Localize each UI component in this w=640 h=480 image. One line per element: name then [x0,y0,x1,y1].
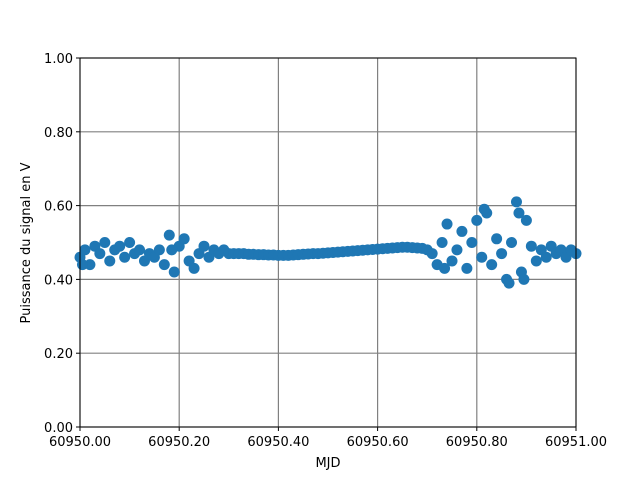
y-tick-label: 1.00 [44,52,73,67]
point [436,237,448,248]
x-tick-label: 60950.40 [247,435,309,450]
y-tick-label: 0.80 [44,126,73,141]
point [530,255,542,267]
y-tick-label: 0.20 [44,347,73,362]
y-tick-label: 0.60 [44,200,73,215]
y-tick-label: 0.00 [44,421,73,436]
x-tick-label: 60951.00 [545,435,607,450]
plot-frame [79,57,577,428]
point [168,266,180,278]
point [158,259,170,271]
point [491,233,503,245]
point [513,207,525,219]
point [478,203,490,215]
x-tick-label: 60950.20 [148,435,210,450]
y-tick-label: 0.40 [44,273,73,288]
point [134,244,146,256]
point [94,248,106,260]
point [461,262,473,274]
point [540,251,552,263]
point [525,240,537,252]
point [486,259,498,271]
point [178,233,190,245]
point [79,244,91,256]
x-tick-label: 60950.60 [347,435,409,450]
point [510,196,522,208]
point [456,225,468,237]
point [439,262,451,274]
point [466,237,478,248]
y-axis-label: Puissance du signal en V [19,162,34,323]
point [520,214,532,226]
point [76,259,88,271]
x-axis-label: MJD [315,456,340,471]
point [426,248,438,260]
point [451,244,463,256]
point [188,262,200,274]
point [446,255,458,267]
point [198,240,210,252]
point [114,240,126,252]
x-tick-label: 60950.00 [49,435,111,450]
point [166,244,178,256]
point [506,237,518,248]
point [441,218,453,230]
point [153,244,165,256]
point [99,237,111,248]
point [471,214,483,226]
point [496,248,508,260]
point [163,229,175,241]
point [104,255,116,267]
point [503,277,515,289]
point [124,237,136,248]
point [119,251,131,263]
point [518,273,530,285]
x-tick-label: 60950.80 [446,435,508,450]
point [476,251,488,263]
